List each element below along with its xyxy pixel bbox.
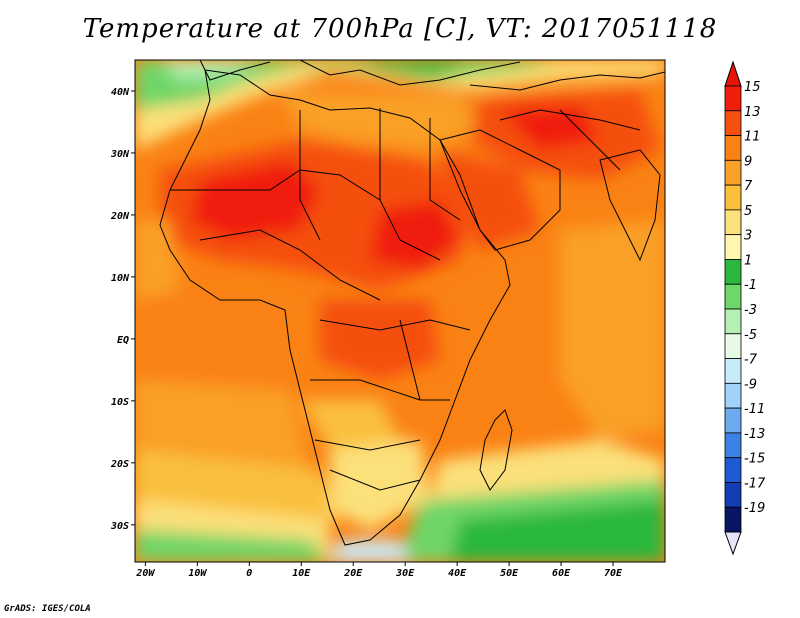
colorbar-label: 1 (744, 253, 752, 268)
colorbar-swatch (724, 234, 742, 260)
coastlines (159, 60, 665, 546)
colorbar-label: 9 (744, 154, 752, 169)
colorbar-swatch (724, 159, 742, 186)
latitude-axis: 40N 30N 20N 10N EQ 10S 20S 30S (110, 87, 135, 532)
colorbar-swatch (724, 283, 742, 310)
colorbar-top-arrow (724, 60, 742, 87)
colorbar-label: 3 (744, 229, 752, 244)
colorbar-label: 13 (744, 105, 761, 120)
lon-label: 10W (188, 568, 207, 579)
colorbar-label: -5 (744, 328, 757, 343)
colorbar-label: -11 (744, 402, 765, 417)
colorbar-swatch (724, 259, 742, 285)
lat-label: 30S (110, 521, 129, 532)
lon-label: 10E (292, 568, 311, 579)
colorbar-bottom-arrow (724, 531, 742, 556)
lat-label: EQ (117, 335, 129, 346)
lat-label: 40N (111, 87, 130, 98)
colorbar-label: -17 (744, 476, 766, 491)
colorbar-swatch (724, 457, 742, 483)
colorbar-label: -9 (744, 377, 757, 392)
colorbar-swatch (724, 407, 742, 434)
lon-label: 20W (135, 568, 155, 579)
colorbar-label: -19 (744, 501, 765, 516)
colorbar-label: -7 (744, 353, 758, 368)
colorbar-label: -1 (744, 278, 757, 293)
lat-label: 10S (111, 397, 129, 408)
colorbar-swatch (724, 184, 742, 211)
lon-label: 40E (448, 568, 467, 579)
colorbar-swatch (724, 506, 742, 533)
lon-label: 50E (500, 568, 519, 579)
colorbar-swatch (724, 135, 742, 161)
colorbar: 15 13 11 9 7 5 3 1 -1 -3 -5 -7 -9 -11 -13 -15 -17 -19 (724, 60, 766, 556)
map-frame (134, 59, 666, 563)
colorbar-swatch (724, 482, 742, 508)
colorbar-swatch (724, 382, 742, 409)
colorbar-swatch (724, 333, 742, 359)
map-title: Temperature at 700hPa [C], VT: 201705111… (82, 14, 718, 44)
colorbar-swatch (724, 85, 742, 112)
lon-label: 30E (395, 568, 415, 579)
colorbar-swatch (724, 432, 742, 459)
colorbar-label: -13 (744, 427, 765, 442)
colorbar-label: 11 (744, 130, 761, 145)
lon-label: 20E (343, 568, 363, 579)
lon-label: 0 (246, 568, 252, 579)
temperature-field (135, 60, 665, 562)
lat-label: 30N (110, 149, 130, 160)
lat-label: 10N (111, 273, 130, 284)
colorbar-label: 15 (744, 80, 761, 95)
lat-label: 20N (110, 211, 130, 222)
colorbar-swatch (724, 358, 742, 384)
colorbar-label: 7 (744, 179, 753, 194)
lon-label: 70E (604, 568, 623, 579)
colorbar-swatch (724, 308, 742, 335)
colorbar-label: 5 (744, 204, 752, 219)
lat-label: 20S (110, 459, 129, 470)
colorbar-label: -15 (744, 452, 765, 467)
grads-credit: GrADS: IGES/COLA (4, 604, 91, 614)
longitude-axis: 20W 10W 0 10E 20E 30E 40E 50E 60E 70E (135, 562, 623, 579)
colorbar-swatch (724, 209, 742, 236)
colorbar-swatch (724, 110, 742, 136)
colorbar-label: -3 (744, 303, 757, 318)
lon-label: 60E (552, 568, 571, 579)
